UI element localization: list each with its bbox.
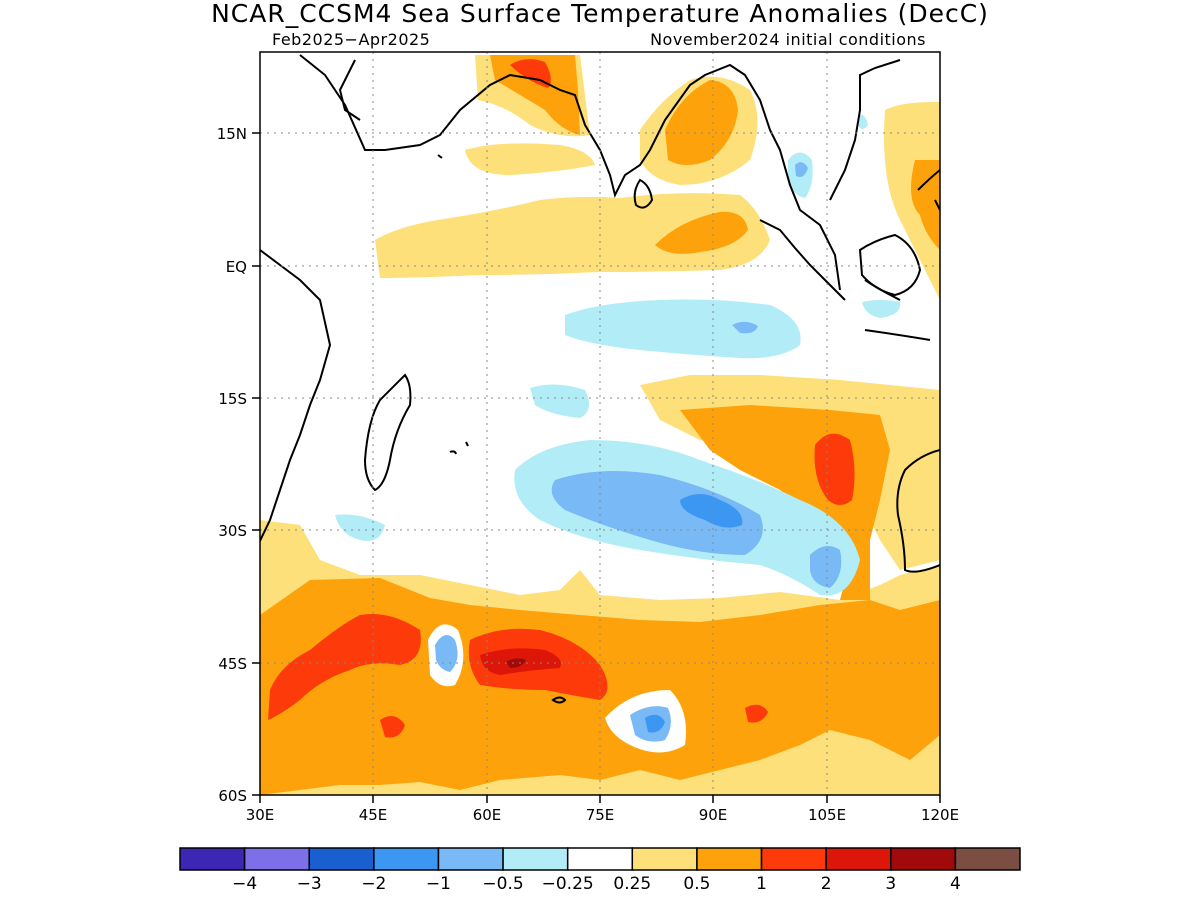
colorbar-swatch <box>179 847 246 871</box>
colorbar-label: −2 <box>361 874 386 894</box>
y-axis-labels: 15N EQ 15S 30S 45S 60S <box>217 125 247 805</box>
subtitle-right: November2024 initial conditions <box>650 30 926 49</box>
colorbar-label: −4 <box>232 874 257 894</box>
anomaly-field <box>260 55 940 795</box>
colorbar-swatch <box>308 847 375 871</box>
x-tick-label: 60E <box>473 806 502 824</box>
contour-pale-yellow-equatorial <box>375 193 770 278</box>
colorbar-label: −1 <box>426 874 451 894</box>
contour-blue-core-2 <box>645 714 665 733</box>
colorbar-label: 2 <box>821 874 832 894</box>
colorbar-swatch <box>437 847 504 871</box>
subtitle-left: Feb2025−Apr2025 <box>272 30 430 49</box>
colorbar-label: 1 <box>756 874 767 894</box>
coast-sumatra-malay <box>759 59 931 341</box>
contour-lightblue-south-china-sea <box>795 162 808 177</box>
coastlines <box>260 54 940 704</box>
colorbar-swatch <box>502 847 569 871</box>
colorbar-swatch <box>954 847 1021 871</box>
contour-pale-yellow-pacific-nw <box>884 102 940 300</box>
coast-borneo <box>858 233 922 297</box>
contour-orange-bay-bengal <box>665 80 738 165</box>
y-tick-label: 15S <box>218 390 247 408</box>
contour-cyan-sunda <box>862 300 901 318</box>
x-tick-label: 105E <box>808 806 846 824</box>
x-axis-labels: 30E 45E 60E 75E 90E 105E 120E <box>246 806 959 824</box>
colorbar-label: −3 <box>297 874 322 894</box>
colorbar-label: 3 <box>885 874 896 894</box>
colorbar <box>179 847 1021 871</box>
contour-cyan-north-pacific <box>858 114 868 129</box>
contour-lightblue-southeast <box>810 546 842 588</box>
colorbar-swatch <box>243 847 310 871</box>
contour-blue-central-core <box>680 494 743 528</box>
contour-darkest-south-central <box>506 658 526 668</box>
contour-red-small-east <box>745 704 768 723</box>
coast-australia <box>896 449 940 573</box>
graticule <box>260 52 940 795</box>
colorbar-swatch <box>696 847 763 871</box>
map-panel: 15N EQ 15S 30S 45S 60S 30E 45E 60E 75E 9… <box>217 51 959 824</box>
contour-orange-pacific-nw <box>911 160 940 250</box>
coast-sri-lanka <box>633 178 654 209</box>
contour-red-southwest <box>268 614 421 720</box>
colorbar-swatch <box>631 847 698 871</box>
coast-kerguelen <box>551 696 567 704</box>
contour-red-east <box>814 433 855 505</box>
colorbar-labels: −4 −3 −2 −1 −0.5 −0.25 0.25 0.5 1 2 3 4 <box>232 874 961 894</box>
x-tick-label: 75E <box>586 806 615 824</box>
coast-madagascar <box>363 373 412 492</box>
colorbar-label: 0.5 <box>683 874 710 894</box>
x-tick-label: 90E <box>699 806 728 824</box>
contour-pale-yellow-arabian <box>465 143 595 175</box>
coast-philippines <box>917 169 940 211</box>
colorbar-swatch <box>825 847 892 871</box>
contour-cyan-midlatitude <box>530 384 589 418</box>
colorbar-swatch <box>760 847 827 871</box>
colorbar-label: −0.5 <box>482 874 523 894</box>
colorbar-swatch <box>890 847 957 871</box>
x-tick-label: 120E <box>921 806 959 824</box>
y-tick-label: 45S <box>218 655 247 673</box>
y-tick-label: 30S <box>218 522 247 540</box>
x-tick-label: 30E <box>246 806 275 824</box>
map-title: NCAR_CCSM4 Sea Surface Temperature Anoma… <box>211 0 989 28</box>
contour-cyan-equatorial <box>565 299 801 359</box>
contour-red-small-south <box>380 716 405 738</box>
coast-mascarene <box>449 441 469 455</box>
coast-maldives <box>437 154 443 159</box>
colorbar-swatch <box>566 847 634 871</box>
axis-ticks <box>252 132 941 803</box>
colorbar-swatch <box>373 847 440 871</box>
contour-orange-equatorial <box>655 211 748 254</box>
colorbar-label: 4 <box>950 874 961 894</box>
x-tick-label: 45E <box>359 806 388 824</box>
colorbar-label: 0.25 <box>613 874 651 894</box>
y-tick-label: 60S <box>218 787 247 805</box>
contour-lightblue-equatorial <box>732 321 758 334</box>
coast-africa-arabia <box>260 54 841 544</box>
contour-lightblue-central <box>551 471 763 555</box>
colorbar-label: −0.25 <box>542 874 594 894</box>
y-tick-label: 15N <box>217 125 247 143</box>
contour-blue-hole-1 <box>435 635 458 672</box>
y-tick-label: EQ <box>226 258 247 276</box>
